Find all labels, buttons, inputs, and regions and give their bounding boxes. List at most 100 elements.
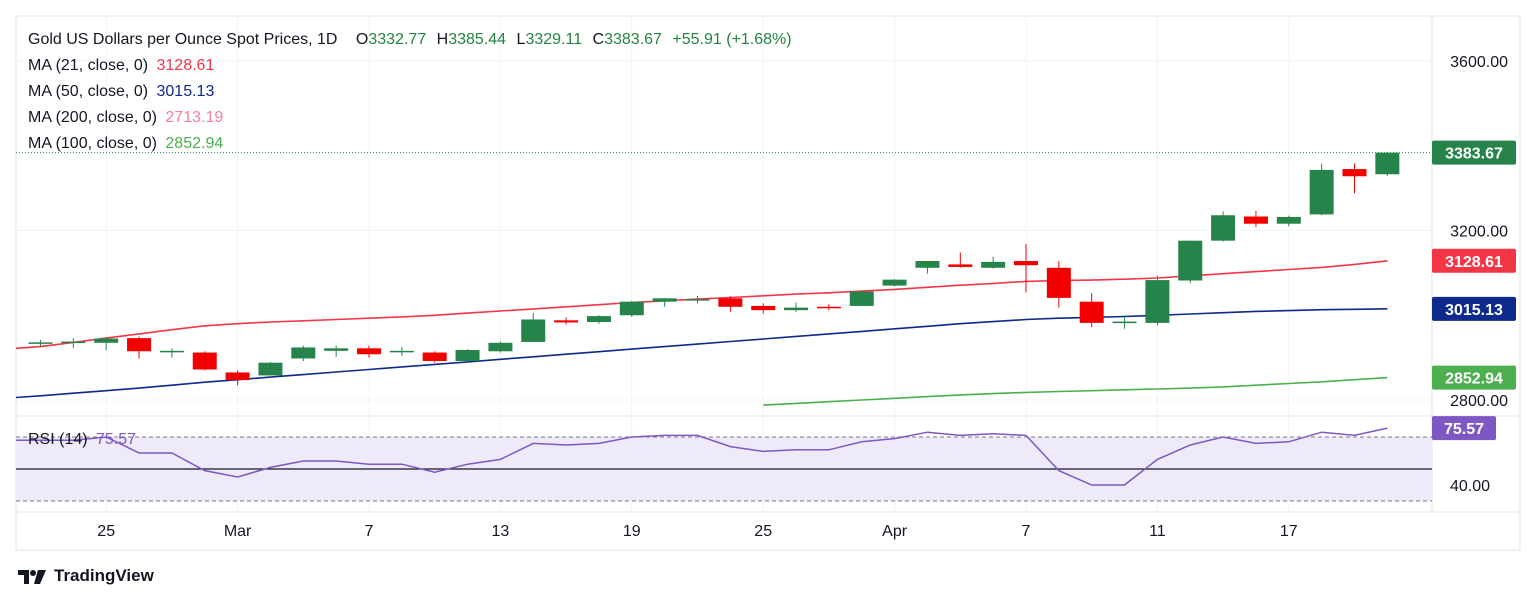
low-label: L <box>516 31 526 48</box>
candle-body-15 <box>521 319 546 342</box>
candle-body-0 <box>28 342 53 344</box>
ma50-badge-text: 3015.13 <box>1445 302 1503 319</box>
candle-body-14 <box>488 342 513 352</box>
candle-body-34 <box>1145 280 1170 323</box>
candle-body-22 <box>751 305 776 311</box>
candle-body-39 <box>1309 169 1334 215</box>
candle-body-2 <box>94 338 119 343</box>
close-label: C <box>592 31 605 48</box>
candle-body-16 <box>554 320 579 323</box>
candle-body-37 <box>1243 216 1268 224</box>
close-value: 3383.67 <box>604 31 662 48</box>
last-price-badge: 3383.67 <box>1432 140 1516 165</box>
last-price-badge-text: 3383.67 <box>1445 146 1503 163</box>
rsi-tick-0: 40.00 <box>1450 478 1490 495</box>
time-tick-9: 17 <box>1280 523 1298 540</box>
price-tick-2: 3600.00 <box>1450 54 1508 71</box>
high-label: H <box>436 31 449 48</box>
candle-body-38 <box>1276 216 1301 224</box>
candle-body-19 <box>652 298 677 302</box>
ma100-value: 2852.94 <box>165 135 224 152</box>
rsi-badge: 75.57 <box>1432 416 1496 441</box>
ma50-legend[interactable]: MA (50, close, 0) 3015.13 <box>28 82 792 108</box>
ma21-badge-bg <box>1432 248 1516 273</box>
chart-frame <box>15 15 1521 551</box>
candle-body-36 <box>1211 215 1236 241</box>
ma200-label: MA (200, close, 0) <box>28 109 157 126</box>
ma50-value: 3015.13 <box>156 83 215 100</box>
time-tick-7: 7 <box>1022 523 1031 540</box>
candle-body-24 <box>816 306 841 309</box>
chart-legend: Gold US Dollars per Ounce Spot Prices, 1… <box>28 30 792 160</box>
candle-body-25 <box>849 291 874 306</box>
symbol-title[interactable]: Gold US Dollars per Ounce Spot Prices, 1… <box>28 31 338 48</box>
time-tick-8: 11 <box>1149 523 1166 540</box>
brand-name: TradingView <box>54 566 154 585</box>
candle-body-27 <box>915 261 940 268</box>
time-tick-0: 25 <box>97 523 115 540</box>
candle-body-4 <box>159 350 184 353</box>
candle-body-18 <box>619 301 644 316</box>
candle-body-13 <box>455 349 480 362</box>
candle-body-30 <box>1014 261 1038 266</box>
ma200-legend[interactable]: MA (200, close, 0) 2713.19 <box>28 108 792 134</box>
rsi-badge-bg <box>1432 416 1496 441</box>
time-tick-4: 19 <box>623 523 641 540</box>
open-value: 3332.77 <box>368 31 427 48</box>
tradingview-logo-icon <box>18 570 46 584</box>
candle-body-10 <box>357 348 381 355</box>
ma50-line <box>16 308 1388 399</box>
candle-body-21 <box>718 298 743 307</box>
candle-body-32 <box>1079 301 1104 323</box>
time-tick-5: 25 <box>754 523 772 540</box>
candle-body-1 <box>61 341 86 344</box>
ma21-legend[interactable]: MA (21, close, 0) 3128.61 <box>28 56 792 82</box>
candle-body-28 <box>948 264 973 267</box>
candle-body-3 <box>127 338 152 352</box>
time-tick-3: 13 <box>492 523 510 540</box>
ma100-label: MA (100, close, 0) <box>28 135 157 152</box>
ma21-badge: 3128.61 <box>1432 248 1516 273</box>
price-tick-1: 3200.00 <box>1450 224 1508 241</box>
candle-body-6 <box>225 372 250 381</box>
candle-body-9 <box>324 348 349 351</box>
rsi-label: RSI (14) <box>28 431 88 448</box>
rsi-badge-text: 75.57 <box>1444 421 1484 438</box>
candle-body-7 <box>258 362 283 376</box>
ma100-legend[interactable]: MA (100, close, 0) 2852.94 <box>28 134 792 160</box>
ma100-badge: 2852.94 <box>1432 365 1516 390</box>
candle-body-11 <box>389 350 414 353</box>
main-pane <box>16 151 1432 406</box>
ma100-badge-bg <box>1432 365 1516 390</box>
candle-body-26 <box>882 279 907 286</box>
time-tick-1: Mar <box>224 523 252 540</box>
candle-body-35 <box>1178 240 1203 281</box>
ma50-badge-bg <box>1432 296 1516 321</box>
candle-body-40 <box>1342 169 1367 177</box>
ma50-label: MA (50, close, 0) <box>28 83 149 100</box>
price-tick-0: 2800.00 <box>1450 393 1508 410</box>
open-label: O <box>355 31 369 48</box>
tradingview-brand[interactable]: TradingView <box>18 566 154 586</box>
time-tick-2: 7 <box>365 523 374 540</box>
symbol-row: Gold US Dollars per Ounce Spot Prices, 1… <box>28 30 792 56</box>
ma100-badge-text: 2852.94 <box>1445 371 1503 388</box>
candle-body-20 <box>685 299 710 301</box>
ma100-line <box>763 376 1388 406</box>
rsi-legend-value: 75.57 <box>96 431 137 448</box>
ma21-value: 3128.61 <box>156 57 215 74</box>
ma200-value: 2713.19 <box>165 109 224 126</box>
candle-body-31 <box>1046 267 1071 298</box>
rsi-legend[interactable]: RSI (14) 75.57 <box>28 431 136 449</box>
candle-body-5 <box>192 352 217 370</box>
candle-body-17 <box>586 316 611 323</box>
high-value: 3385.44 <box>448 31 507 48</box>
candle-body-29 <box>981 261 1006 268</box>
last-price-badge-bg <box>1432 140 1516 165</box>
rsi-line <box>16 427 1388 486</box>
ma21-badge-text: 3128.61 <box>1445 254 1503 271</box>
ma21-label: MA (21, close, 0) <box>28 57 149 74</box>
candle-body-33 <box>1112 321 1137 324</box>
ma50-badge: 3015.13 <box>1432 296 1516 321</box>
